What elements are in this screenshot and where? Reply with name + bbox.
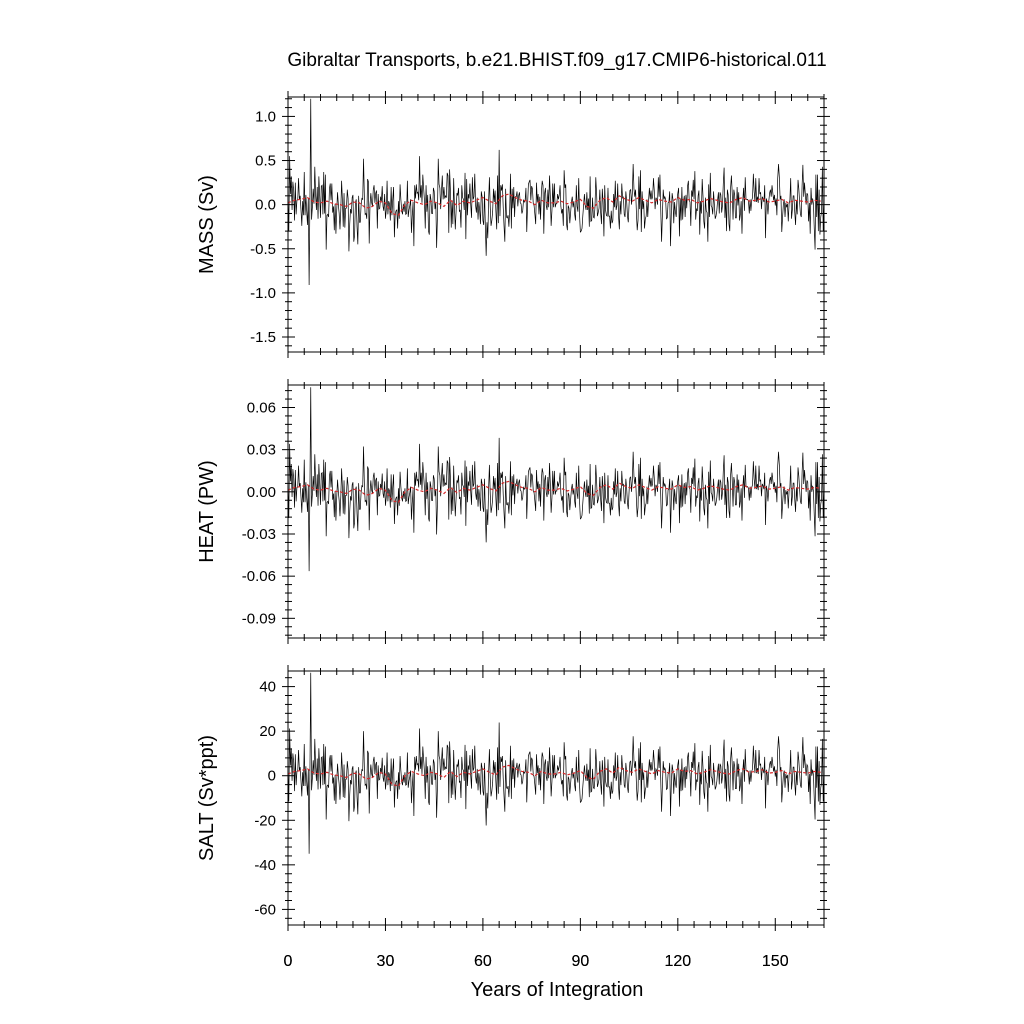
y-tick-label: 0.00 (247, 484, 276, 501)
smoothed-series-line (288, 764, 821, 787)
y-axis-label: SALT (Sv*ppt) (196, 735, 218, 861)
y-tick-label: 0 (268, 768, 276, 785)
x-tick-label: 0 (284, 953, 293, 970)
monthly-series-line (288, 387, 824, 572)
x-tick-label: 90 (571, 953, 589, 970)
figure-title: Gibraltar Transports, b.e21.BHIST.f09_g1… (287, 50, 826, 71)
y-tick-label: -0.5 (250, 241, 276, 258)
smoothed-series-line (288, 480, 821, 503)
panel-mass: 0 30 60 90 120 150 1.0 0.5 0.0 -0.5 -1.0 -1.5 MASS (… (196, 91, 830, 970)
x-tick-label: 150 (762, 953, 789, 970)
x-tick-label: 120 (664, 953, 691, 970)
y-tick-label: -0.03 (242, 526, 276, 543)
monthly-series-line (288, 98, 824, 285)
x-tick-label: 30 (377, 953, 395, 970)
x-tick-label: 60 (474, 953, 492, 970)
y-tick-label: 40 (259, 679, 276, 696)
y-axis-label: MASS (Sv) (196, 175, 218, 274)
y-tick-label: -1.5 (250, 329, 276, 346)
x-tick-label: 150 (762, 953, 789, 970)
x-tick-label: 90 (571, 953, 589, 970)
panel-heat: 0.06 0.03 0.00 -0.03 -0.06 -0.09 HEAT (PW) (196, 379, 830, 644)
x-axis-label: Years of Integration (471, 979, 644, 1001)
plot-frame (287, 384, 825, 639)
y-tick-label: 0.0 (255, 197, 276, 214)
y-tick-label: -60 (254, 901, 276, 918)
x-tick-label: 60 (474, 953, 492, 970)
monthly-series-line (288, 672, 824, 854)
plot-frame (287, 670, 825, 926)
y-tick-label: -40 (254, 857, 276, 874)
y-tick-label: -1.0 (250, 285, 276, 302)
y-tick-label: 20 (259, 723, 276, 740)
smoothed-series-line (288, 193, 821, 216)
x-tick-label: 30 (377, 953, 395, 970)
y-tick-label: -0.06 (242, 568, 276, 585)
panel-salt: 0 30 60 90 120 150 40 20 0 -20 -40 -60 SALT (Sv*ppt) (196, 665, 830, 970)
y-tick-label: 0.03 (247, 442, 276, 459)
y-axis-label: HEAT (PW) (196, 460, 218, 563)
x-tick-label: 120 (664, 953, 691, 970)
x-tick-label: 0 (284, 953, 293, 970)
plot-frame (287, 96, 825, 353)
y-tick-label: -0.09 (242, 610, 276, 627)
y-tick-label: 1.0 (255, 108, 276, 125)
y-tick-label: 0.06 (247, 399, 276, 416)
y-tick-label: -20 (254, 812, 276, 829)
y-tick-label: 0.5 (255, 153, 276, 170)
